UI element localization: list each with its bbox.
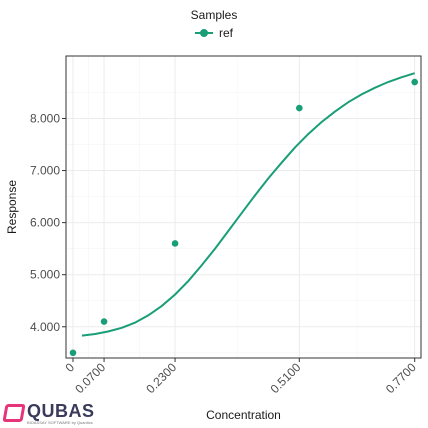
plot-border xyxy=(65,55,422,359)
data-point-ref xyxy=(411,78,418,86)
legend-title: Samples xyxy=(190,8,238,22)
x-tick-label: 0.2300 xyxy=(143,360,179,396)
legend: ref xyxy=(0,26,428,40)
y-tick-label: 6.000 xyxy=(30,216,60,230)
legend-key-icon xyxy=(194,28,213,38)
plot-panel xyxy=(66,56,421,358)
logo-name: QUBAS xyxy=(27,400,95,421)
data-point-ref xyxy=(69,349,77,357)
x-tick-label: 0 xyxy=(62,360,77,375)
y-tick-label: 4.000 xyxy=(30,320,60,334)
legend-label: ref xyxy=(218,26,233,40)
logo-tagline: BIOASSAY SOFTWARE by Quantics xyxy=(27,419,93,425)
y-tick-label: 7.000 xyxy=(30,164,60,178)
y-axis-title: Response xyxy=(5,180,19,234)
data-point-ref xyxy=(171,240,179,247)
y-tick-label: 5.000 xyxy=(30,268,60,282)
logo-mark-icon xyxy=(2,404,26,422)
fit-curve-ref xyxy=(81,72,415,337)
x-axis-title: Concentration xyxy=(206,408,281,422)
x-tick-label: 0.5100 xyxy=(268,360,304,396)
data-point-ref xyxy=(100,318,108,325)
y-tick-label: 8.000 xyxy=(30,111,60,125)
data-point-ref xyxy=(296,104,303,112)
qubas-logo: QUBAS BIOASSAY SOFTWARE by Quantics xyxy=(2,400,95,426)
x-tick-label: 0.7700 xyxy=(383,360,419,396)
x-tick-label: 0.0700 xyxy=(72,360,108,396)
